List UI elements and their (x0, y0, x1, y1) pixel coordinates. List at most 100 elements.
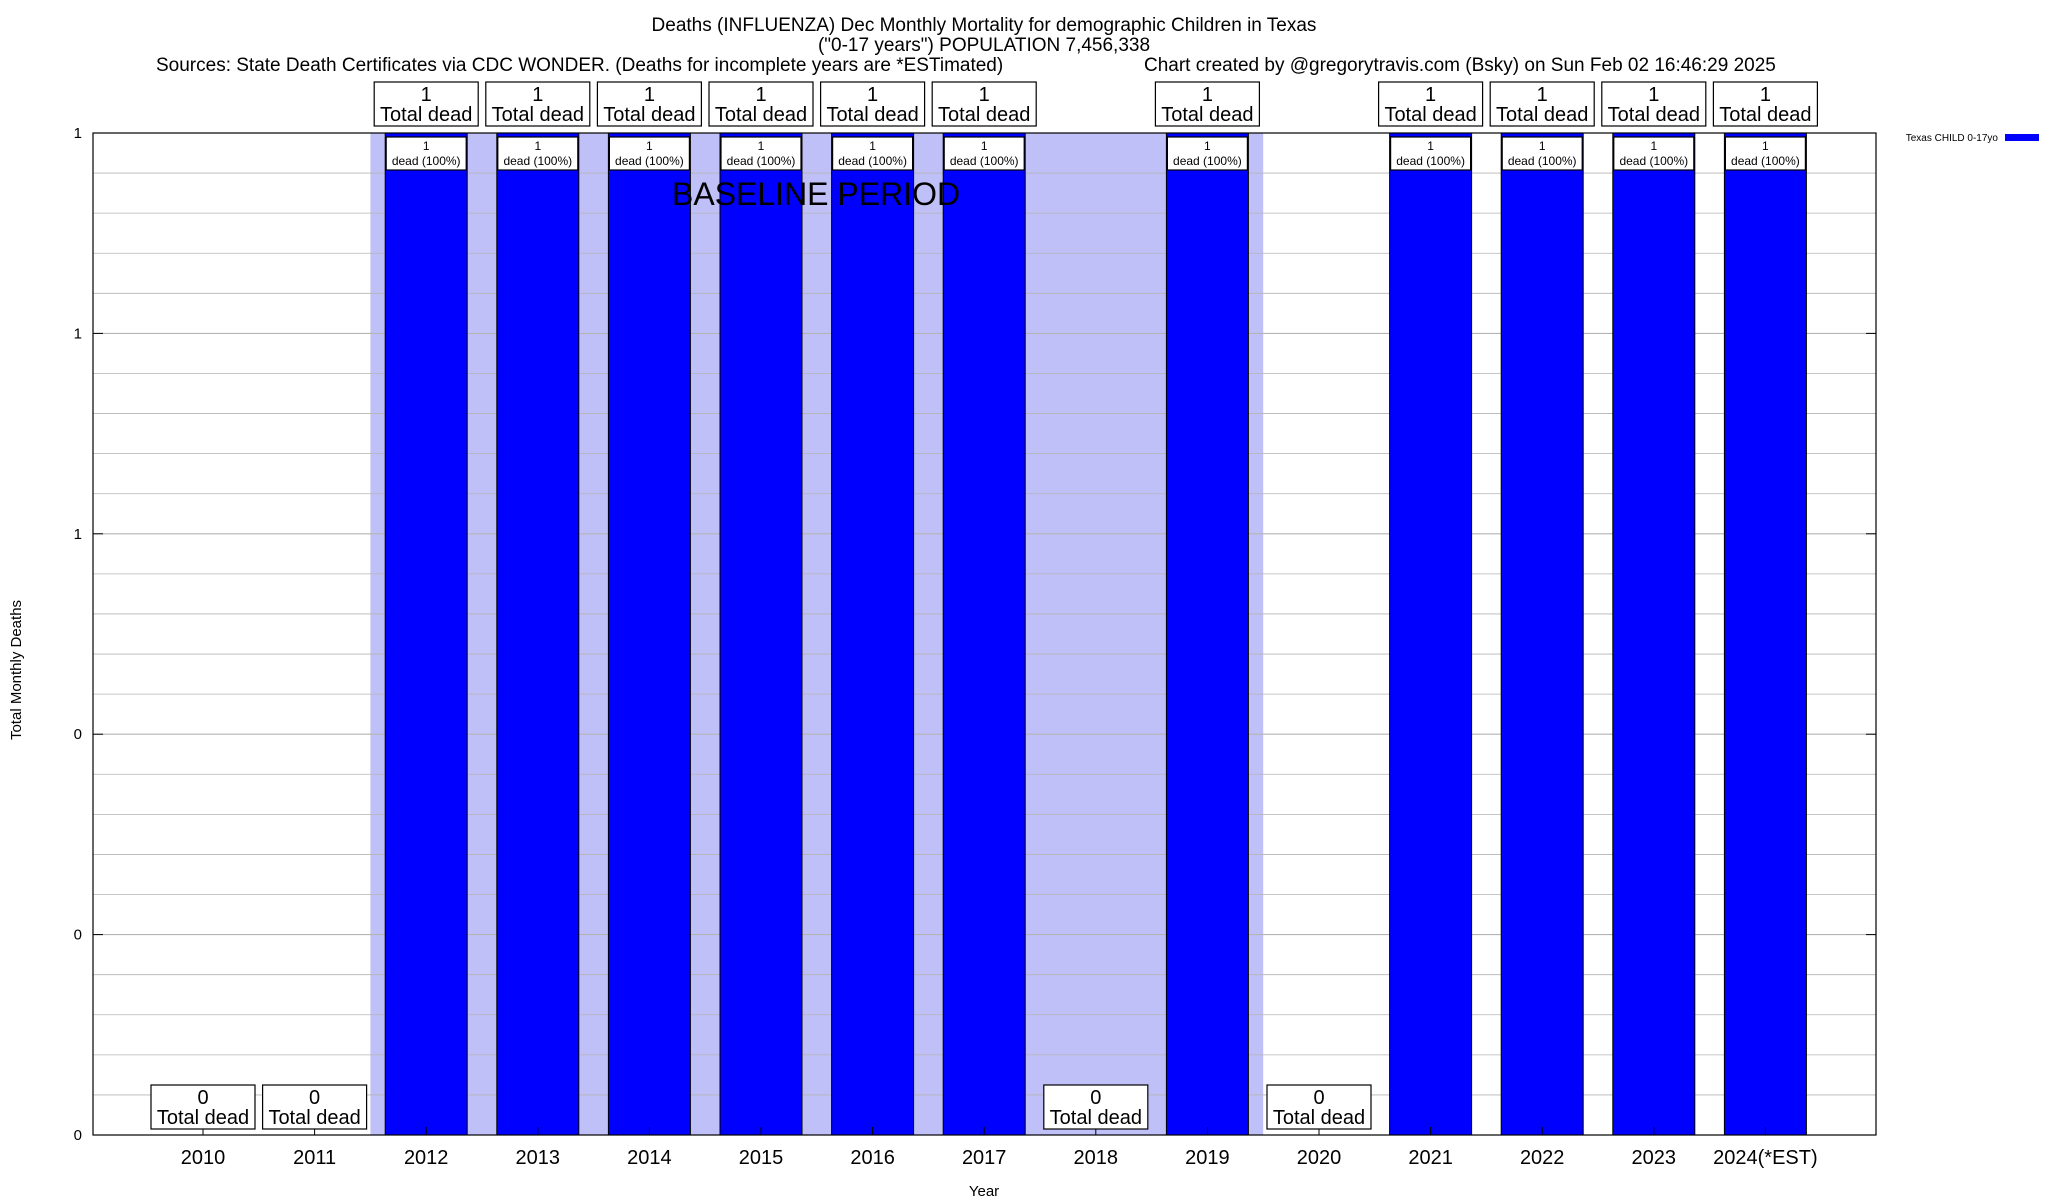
total-box-2024(*EST) (1712, 81, 1819, 127)
total-box-2014 (596, 81, 703, 127)
inner-count-2013: 1 (534, 139, 541, 153)
total-count-2020: 0 (1313, 1087, 1324, 1109)
total-count-2015: 1 (755, 84, 766, 106)
inner-count-2023: 1 (1650, 139, 1657, 153)
inner-count-2016: 1 (869, 139, 876, 153)
inner-pct-2023: dead (100%) (1619, 154, 1688, 168)
total-box-2019 (1154, 81, 1261, 127)
inner-pct-2017: dead (100%) (950, 154, 1019, 168)
sources-note: Sources: State Death Certificates via CD… (156, 55, 1003, 76)
x-tick-label-2020: 2020 (1297, 1147, 1342, 1169)
inner-box-2015 (720, 136, 802, 171)
bar-2023 (1612, 132, 1696, 1136)
total-dead-2014: Total dead (603, 104, 695, 126)
total-count-2013: 1 (532, 84, 543, 106)
total-box-2011 (262, 1084, 368, 1130)
chart-title-line2: ("0-17 years") POPULATION 7,456,338 (818, 35, 1150, 56)
y-tick-label-1: 0 (74, 927, 82, 944)
inner-pct-2015: dead (100%) (727, 154, 796, 168)
x-tick-label-2011: 2011 (293, 1147, 336, 1169)
total-dead-2012: Total dead (380, 104, 472, 126)
total-dead-2015: Total dead (715, 104, 807, 126)
inner-pct-2012: dead (100%) (392, 154, 461, 168)
legend-label: Texas CHILD 0-17yo (1906, 133, 1999, 144)
total-dead-2023: Total dead (1608, 104, 1700, 126)
total-box-2013 (485, 81, 591, 127)
total-box-2018 (1043, 1084, 1149, 1130)
y-tick-label-3: 1 (74, 526, 82, 543)
plot-area: BASELINE PERIOD 0 0 0 1 1 1 2010 2011 2012 2013 201… (74, 81, 1877, 1169)
total-count-2018: 0 (1090, 1087, 1101, 1109)
inner-pct-2014: dead (100%) (615, 154, 684, 168)
total-box-2015 (708, 81, 814, 127)
bar-2019 (1165, 132, 1249, 1136)
inner-box-2013 (497, 136, 579, 171)
x-tick-label-2016: 2016 (850, 1147, 895, 1169)
inner-pct-2013: dead (100%) (503, 154, 572, 168)
total-count-2014: 1 (644, 84, 655, 106)
x-tick-label-2012: 2012 (404, 1147, 449, 1169)
inner-box-2012 (385, 136, 467, 171)
total-count-2010: 0 (197, 1087, 208, 1109)
total-dead-2019: Total dead (1161, 104, 1253, 126)
inner-box-2017 (943, 136, 1025, 171)
total-count-2012: 1 (421, 84, 432, 106)
total-count-2011: 0 (309, 1087, 320, 1109)
total-count-2022: 1 (1537, 84, 1548, 106)
inner-count-2017: 1 (981, 139, 988, 153)
inner-count-2015: 1 (758, 139, 765, 153)
total-count-2016: 1 (867, 84, 878, 106)
inner-count-2022: 1 (1539, 139, 1546, 153)
total-dead-2016: Total dead (826, 104, 918, 126)
x-tick-label-2015: 2015 (739, 1147, 784, 1169)
y-axis-label: Total Monthly Deaths (8, 600, 25, 740)
total-count-2017: 1 (979, 84, 990, 106)
total-box-2017 (931, 81, 1037, 127)
total-dead-2022: Total dead (1496, 104, 1588, 126)
total-count-2021: 1 (1425, 84, 1436, 106)
x-tick-label-2024(*EST): 2024(*EST) (1713, 1147, 1818, 1169)
total-dead-2020: Total dead (1273, 1107, 1365, 1129)
total-dead-2021: Total dead (1384, 104, 1476, 126)
x-tick-label-2019: 2019 (1185, 1147, 1230, 1169)
inner-box-2021 (1389, 136, 1472, 171)
total-dead-2011: Total dead (268, 1107, 360, 1129)
x-tick-label-2017: 2017 (962, 1147, 1007, 1169)
inner-box-2019 (1166, 136, 1249, 171)
bar-2014 (607, 132, 691, 1136)
inner-box-2014 (608, 136, 691, 171)
x-tick-label-2013: 2013 (516, 1147, 561, 1169)
total-count-2023: 1 (1648, 84, 1659, 106)
inner-count-2024(*EST): 1 (1762, 139, 1769, 153)
y-tick-label-5: 1 (74, 125, 82, 142)
inner-count-2019: 1 (1204, 139, 1211, 153)
total-box-2010 (150, 1084, 256, 1130)
inner-count-2012: 1 (423, 139, 430, 153)
inner-pct-2021: dead (100%) (1396, 154, 1465, 168)
inner-box-2023 (1613, 136, 1695, 171)
inner-pct-2016: dead (100%) (838, 154, 907, 168)
y-tick-label-0: 0 (74, 1127, 82, 1144)
total-dead-2010: Total dead (157, 1107, 249, 1129)
total-dead-2013: Total dead (492, 104, 584, 126)
bar-2021 (1389, 132, 1473, 1136)
inner-pct-2019: dead (100%) (1173, 154, 1242, 168)
y-tick-label-2: 0 (74, 726, 82, 743)
bar-2015 (719, 132, 803, 1136)
inner-box-2024(*EST) (1724, 136, 1807, 171)
baseline-label: BASELINE PERIOD (672, 176, 960, 212)
total-box-2020 (1266, 1084, 1372, 1130)
x-tick-label-2022: 2022 (1520, 1147, 1565, 1169)
total-dead-2024(*EST): Total dead (1719, 104, 1811, 126)
legend-swatch (2005, 134, 2039, 141)
total-box-2021 (1377, 81, 1484, 127)
bar-2016 (831, 132, 915, 1136)
bar-2012 (384, 132, 468, 1136)
inner-pct-2024(*EST): dead (100%) (1731, 154, 1800, 168)
total-box-2016 (819, 81, 926, 127)
chart-title-line1: Deaths (INFLUENZA) Dec Monthly Mortality… (652, 15, 1317, 36)
inner-count-2014: 1 (646, 139, 653, 153)
x-tick-label-2010: 2010 (181, 1147, 226, 1169)
x-axis-label: Year (969, 1183, 999, 1200)
total-box-2023 (1601, 81, 1707, 127)
